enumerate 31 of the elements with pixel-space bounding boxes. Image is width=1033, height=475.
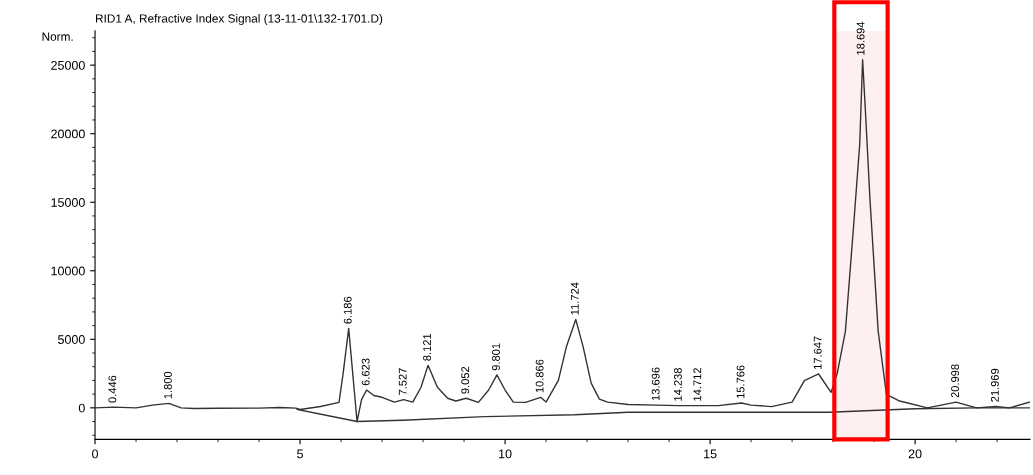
y-tick-label: 25000	[51, 60, 85, 70]
x-tick-label: 15	[704, 449, 717, 459]
annotation: 9.052	[461, 366, 470, 394]
y-tick-label: 20000	[51, 129, 85, 139]
annotation: 9.801	[492, 343, 500, 371]
x-tick-label: 20	[908, 449, 922, 459]
annotation: 1.800	[163, 371, 172, 399]
annotation: 10.866	[535, 359, 544, 393]
annotation: 13.696	[651, 367, 660, 401]
annotation: 7.527	[398, 368, 407, 395]
x-tick-label: 10	[499, 449, 512, 459]
annotation: 6.186	[343, 296, 352, 324]
x-tick-label: 0	[92, 449, 99, 459]
y-tick-label: 15000	[51, 198, 85, 207]
annotation: 20.998	[951, 364, 959, 398]
y-tick-label: 5000	[58, 335, 85, 344]
annotation: 6.623	[361, 358, 370, 386]
annotation: 14.238	[673, 367, 682, 401]
annotation: 15.766	[736, 365, 745, 399]
y-tick-label: 0	[78, 403, 85, 413]
annotation: 11.724	[570, 282, 579, 315]
y-axis-title: Norm.	[42, 32, 73, 41]
y-tick-label: 10000	[51, 266, 85, 276]
annotation: 14.712	[693, 368, 702, 401]
annotation: 17.647	[813, 336, 822, 369]
annotation: 21.969	[990, 368, 999, 402]
chart-title: RID1 A, Refractive Index Signal (13-11-01\132-1701.D)	[96, 13, 383, 25]
annotation: 8.121	[423, 333, 431, 361]
annotation: 18.694	[856, 21, 865, 55]
annotation: 0.446	[108, 375, 117, 403]
x-tick-label: 5	[297, 449, 303, 459]
